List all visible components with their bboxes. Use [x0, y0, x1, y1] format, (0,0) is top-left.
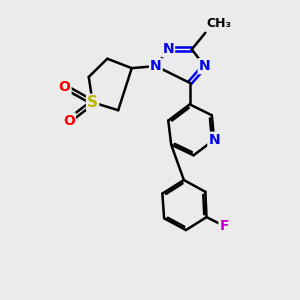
Text: N: N — [208, 133, 220, 147]
Text: CH₃: CH₃ — [207, 17, 232, 31]
Text: N: N — [162, 42, 174, 56]
Text: S: S — [87, 95, 98, 110]
Text: O: O — [63, 114, 75, 128]
Text: N: N — [150, 59, 162, 73]
Text: O: O — [59, 80, 70, 94]
Text: N: N — [199, 59, 210, 73]
Text: F: F — [220, 219, 229, 233]
